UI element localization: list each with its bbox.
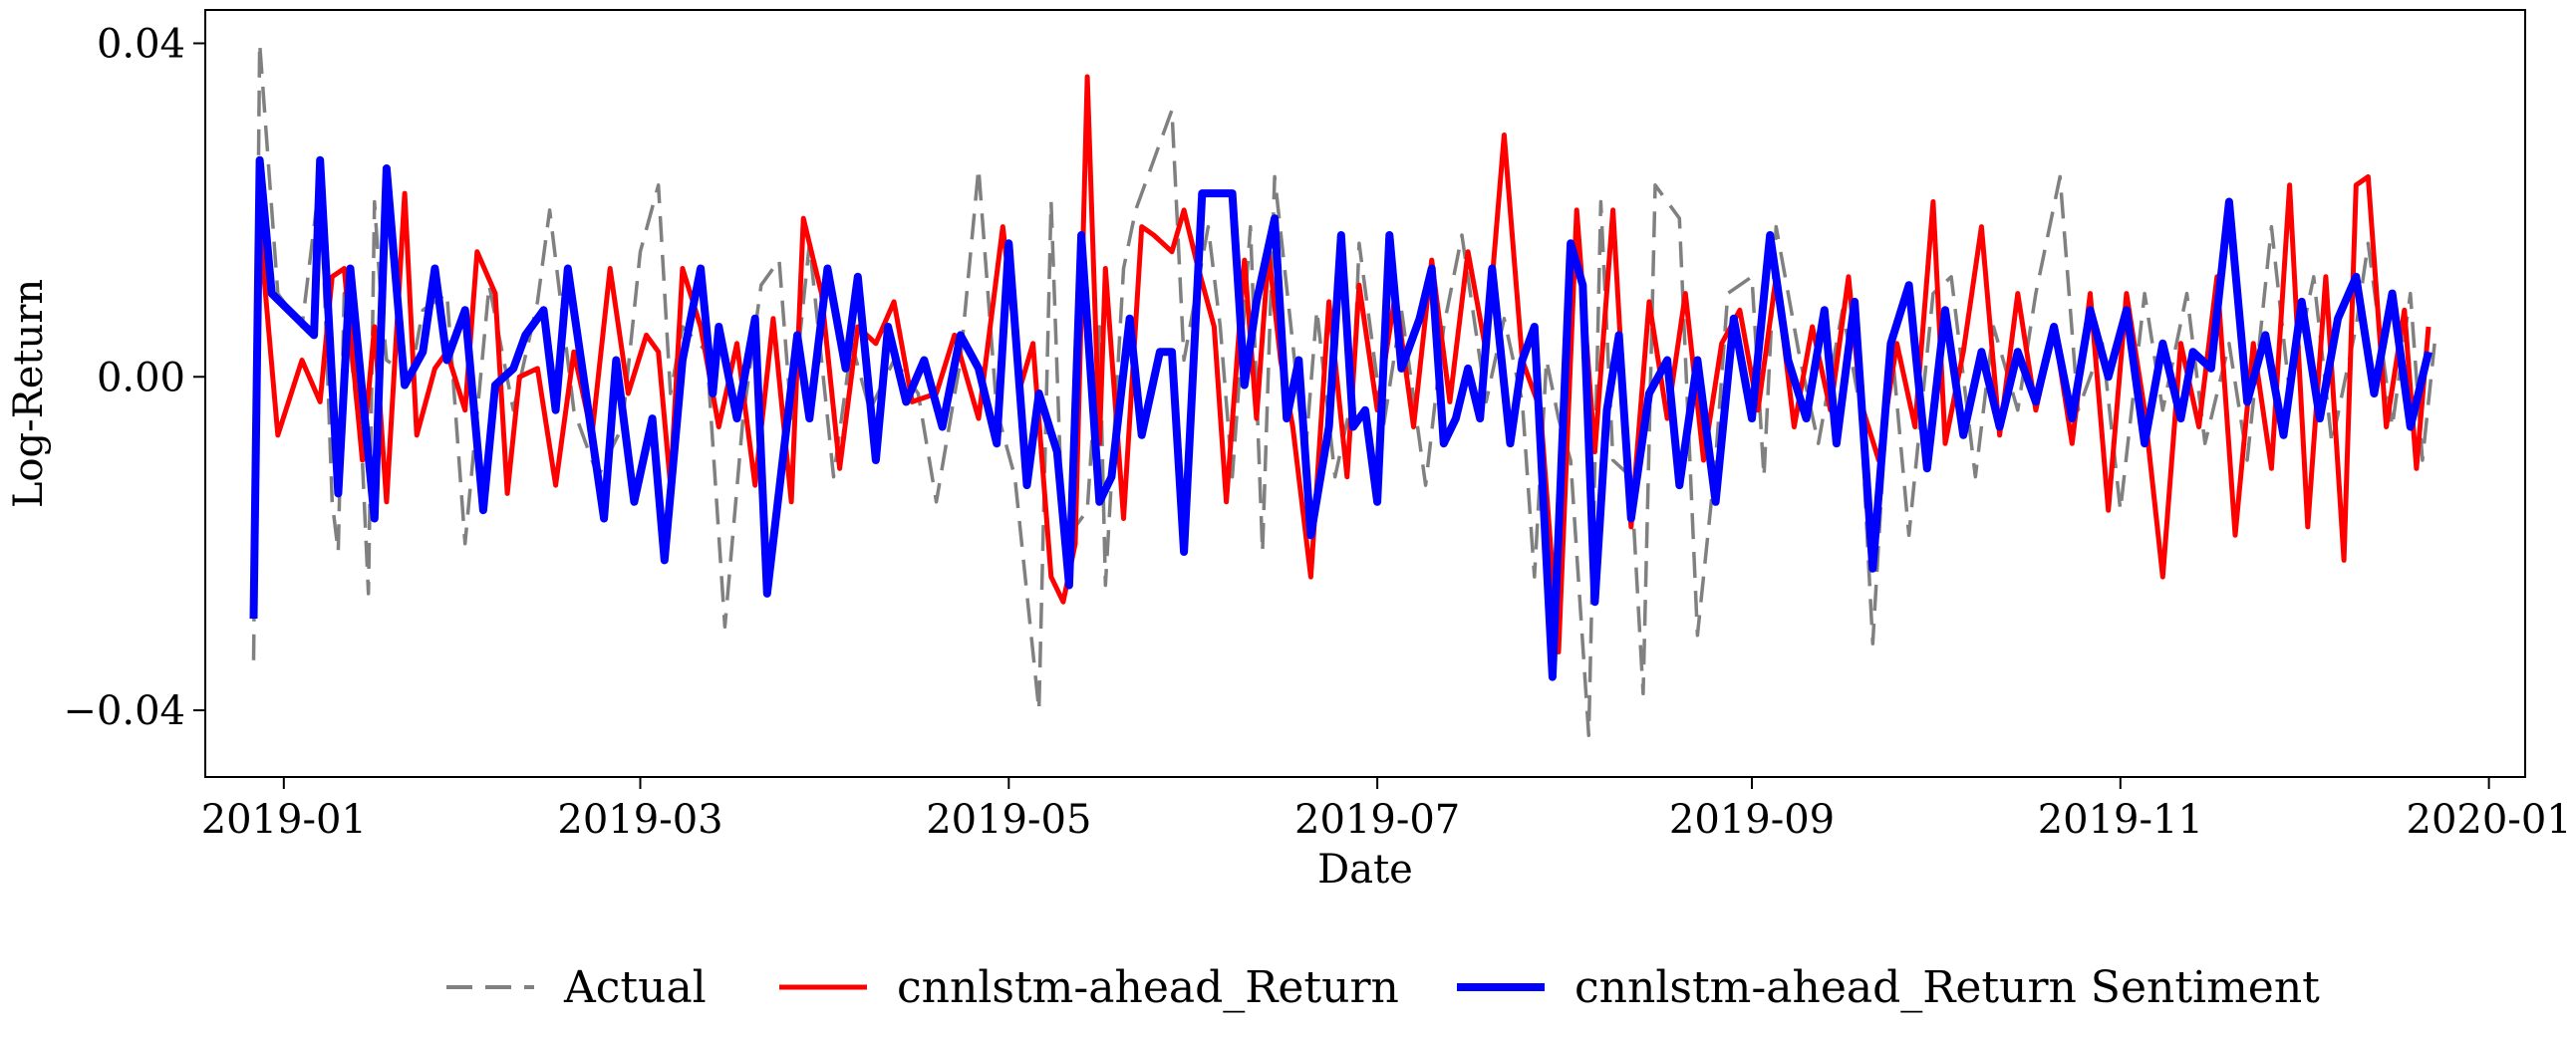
y-axis-label: Log-Return (6, 279, 52, 508)
x-tick-label: 2020-01 (2407, 797, 2572, 843)
legend-label-cnnlstm-return-sentiment: cnnlstm-ahead_Return Sentiment (1574, 962, 2320, 1013)
legend: Actual cnnlstm-ahead_Return cnnlstm-ahea… (446, 962, 2320, 1013)
x-axis-label: Date (1317, 847, 1413, 893)
legend-label-actual: Actual (563, 962, 707, 1013)
plot-frame (204, 9, 2526, 778)
x-tick-label: 2019-05 (926, 797, 1091, 843)
y-tick-label: −0.04 (63, 688, 185, 734)
y-tick-label: 0.00 (97, 355, 185, 400)
series-line-0 (251, 41, 2436, 737)
series-line-2 (249, 155, 2433, 681)
x-axis: 2019-01 2019-03 2019-05 2019-07 2019-09 2019-… (201, 777, 2572, 843)
x-tick-label: 2019-07 (1294, 797, 1460, 843)
legend-label-cnnlstm-return: cnnlstm-ahead_Return (897, 962, 1399, 1013)
y-tick-label: 0.04 (97, 21, 185, 67)
y-axis: 0.04 0.00 −0.04 (63, 21, 205, 734)
plot-lines (249, 41, 2436, 737)
x-tick-label: 2019-09 (1669, 797, 1835, 843)
x-tick-label: 2019-03 (557, 797, 722, 843)
x-tick-label: 2019-11 (2038, 797, 2203, 843)
x-tick-label: 2019-01 (201, 797, 367, 843)
